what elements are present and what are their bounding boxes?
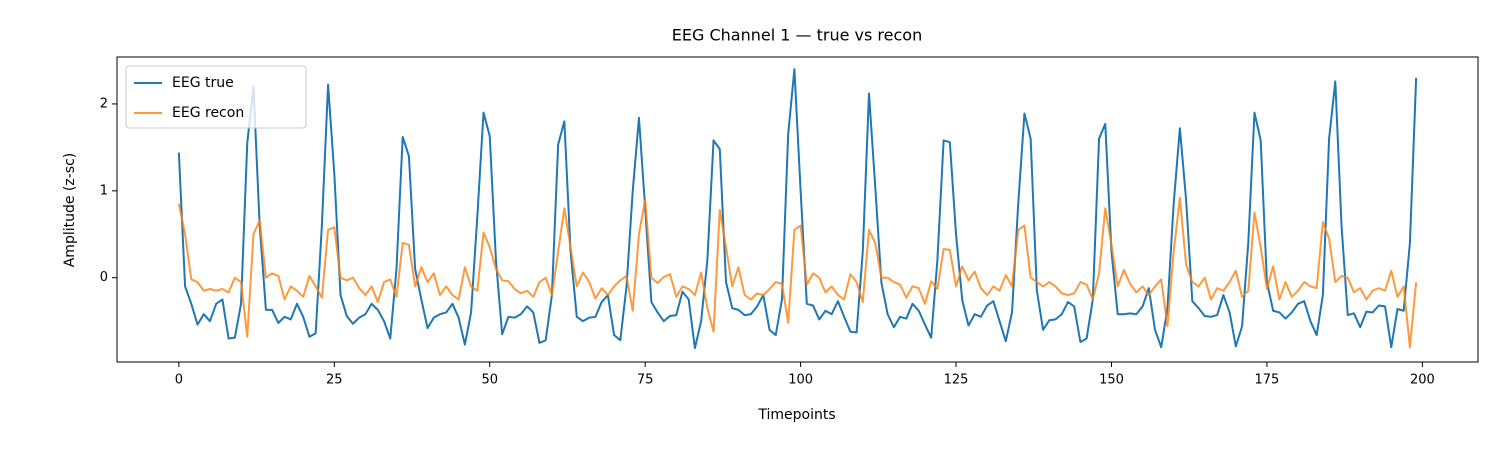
- x-tick-label: 75: [637, 373, 654, 388]
- legend-label: EEG true: [172, 75, 234, 91]
- y-axis-label: Amplitude (z-sc): [62, 153, 78, 268]
- legend-box: [125, 65, 307, 129]
- y-tick-label: 0: [100, 270, 108, 285]
- x-axis-label: Timepoints: [757, 407, 835, 423]
- x-tick-label: 0: [175, 373, 183, 388]
- x-tick-label: 100: [788, 373, 813, 388]
- x-tick-label: 50: [481, 373, 498, 388]
- legend-label: EEG recon: [172, 105, 244, 121]
- series-line: [177, 68, 1418, 350]
- x-tick-label: 200: [1410, 373, 1435, 388]
- plot-frame: [116, 56, 1479, 363]
- y-tick-label: 1: [100, 183, 108, 198]
- x-tick-label: 125: [944, 373, 969, 388]
- x-tick-label: 175: [1255, 373, 1280, 388]
- y-tick-label: 2: [100, 96, 108, 111]
- series-line: [177, 196, 1418, 349]
- chart-title: EEG Channel 1 — true vs recon: [672, 26, 922, 45]
- x-tick-label: 150: [1099, 373, 1124, 388]
- x-tick-label: 25: [326, 373, 343, 388]
